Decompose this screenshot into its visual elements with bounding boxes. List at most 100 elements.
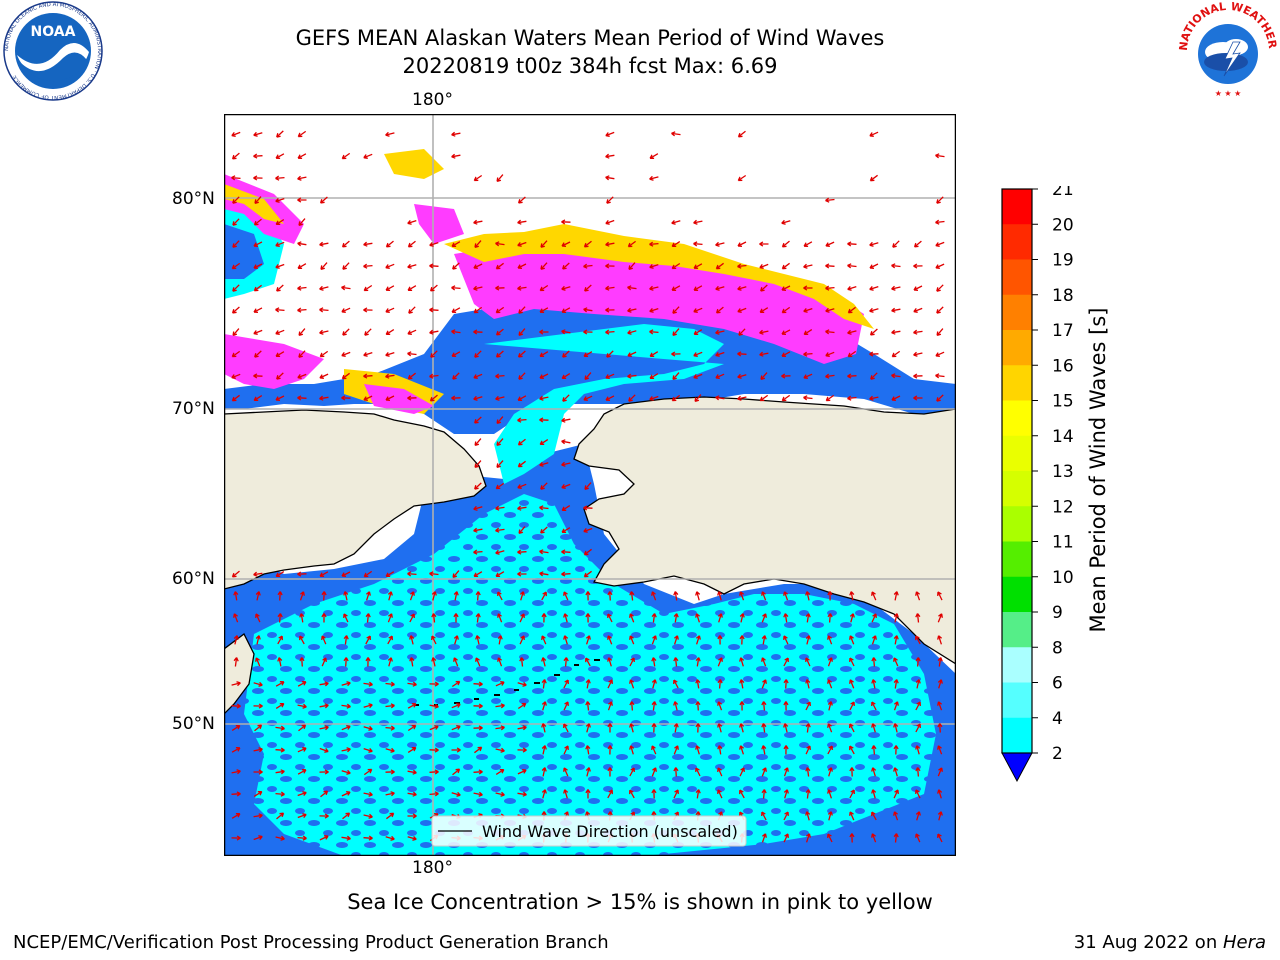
wind-wave-arrow (805, 679, 811, 689)
wind-wave-arrow (341, 372, 350, 380)
wind-wave-arrow (452, 372, 460, 380)
wind-wave-arrow (761, 679, 767, 689)
wind-wave-arrow (673, 679, 679, 689)
wind-wave-arrow (827, 701, 833, 711)
wind-wave-arrow (871, 723, 877, 733)
wind-wave-arrow (805, 701, 811, 711)
wind-wave-arrow (717, 679, 723, 689)
wind-wave-arrow (255, 613, 261, 623)
wind-wave-arrow (275, 329, 285, 335)
wind-wave-arrow (761, 591, 767, 601)
wind-wave-arrow (827, 833, 833, 843)
wind-wave-arrow (627, 307, 637, 313)
wind-wave-arrow (297, 175, 307, 181)
wind-wave-arrow (583, 307, 593, 313)
wind-wave-arrow (451, 725, 461, 731)
wind-wave-arrow (847, 263, 857, 269)
wind-wave-arrow (759, 307, 769, 313)
wind-wave-arrow (540, 526, 548, 534)
wind-wave-arrow (275, 175, 285, 181)
wind-wave-arrow (629, 767, 635, 777)
wind-wave-arrow (893, 811, 899, 821)
wind-wave-arrow (254, 724, 263, 732)
wind-wave-arrow (253, 241, 263, 247)
wind-wave-arrow (673, 591, 679, 601)
wind-wave-arrow (561, 483, 571, 489)
wind-wave-arrow (583, 505, 593, 511)
wind-wave-arrow (539, 461, 549, 467)
wind-wave-arrow (473, 395, 483, 401)
wind-wave-arrow (517, 417, 527, 423)
wind-wave-arrow (517, 769, 527, 775)
wind-wave-arrow (255, 591, 261, 601)
wind-wave-arrow (673, 789, 679, 799)
wind-wave-arrow (695, 635, 701, 645)
wind-wave-arrow (671, 351, 681, 357)
lat-label-50: 50°N (172, 714, 215, 734)
wind-wave-arrow (385, 351, 395, 357)
wind-wave-arrow (253, 703, 263, 709)
wind-wave-arrow (783, 613, 789, 623)
wind-wave-arrow (869, 263, 879, 269)
colorbar-tick-label: 10 (1052, 568, 1074, 588)
wind-wave-arrow (387, 613, 393, 623)
wind-wave-arrow (936, 306, 944, 314)
wind-wave-arrow (935, 241, 945, 247)
wind-wave-arrow (232, 284, 240, 292)
wind-wave-arrow (606, 196, 614, 204)
wind-wave-arrow (869, 395, 879, 401)
wind-wave-arrow (915, 833, 921, 843)
wind-wave-arrow (827, 613, 833, 623)
lat-label-80: 80°N (172, 189, 215, 209)
wind-wave-arrow (385, 240, 394, 248)
wind-wave-arrow (495, 747, 505, 753)
wind-wave-arrow (605, 131, 615, 137)
wind-wave-arrow (474, 438, 482, 447)
wind-wave-arrow (363, 681, 373, 687)
wind-wave-arrow (298, 350, 306, 358)
wind-wave-arrow (783, 789, 789, 799)
wind-wave-arrow (671, 262, 681, 270)
wind-wave-arrow (563, 701, 569, 711)
wind-wave-arrow (737, 263, 747, 269)
wind-wave-arrow (607, 723, 613, 733)
wind-wave-arrow (739, 701, 745, 711)
wind-wave-arrow (539, 439, 549, 446)
wind-wave-arrow (871, 767, 877, 777)
wind-wave-arrow (452, 768, 461, 776)
wind-wave-arrow (629, 745, 635, 755)
wind-wave-arrow (783, 767, 789, 777)
wind-wave-arrow (431, 613, 437, 623)
wind-wave-arrow (585, 613, 591, 623)
wind-wave-arrow (253, 747, 263, 753)
wind-wave-arrow (849, 745, 855, 755)
wind-wave-arrow (541, 635, 547, 645)
wind-wave-arrow (277, 591, 283, 601)
wind-wave-arrow (496, 460, 504, 469)
wind-wave-arrow (319, 285, 329, 291)
wind-wave-arrow (275, 835, 285, 841)
wind-wave-arrow (871, 657, 877, 667)
wind-wave-arrow (429, 681, 439, 687)
wind-wave-arrow (473, 769, 483, 775)
wind-wave-arrow (937, 723, 943, 733)
wind-wave-arrow (693, 285, 703, 291)
wind-wave-arrow (695, 701, 701, 711)
wind-wave-arrow (407, 372, 416, 380)
wind-wave-arrow (253, 131, 263, 137)
wind-wave-arrow (849, 789, 855, 799)
wind-wave-arrow (563, 679, 569, 689)
wind-wave-arrow (363, 241, 373, 247)
wind-wave-arrow (253, 813, 263, 819)
wind-wave-arrow (715, 285, 725, 291)
wind-wave-arrow (253, 284, 262, 292)
wind-wave-arrow (233, 657, 239, 667)
wind-wave-arrow (319, 241, 329, 247)
wind-wave-arrow (297, 395, 307, 401)
wind-wave-arrow (409, 613, 415, 623)
wind-wave-arrow (319, 571, 329, 577)
graticule (224, 114, 956, 856)
wind-wave-arrow (693, 307, 703, 313)
wind-wave-arrow (913, 240, 922, 248)
wind-wave-arrow (847, 285, 857, 291)
